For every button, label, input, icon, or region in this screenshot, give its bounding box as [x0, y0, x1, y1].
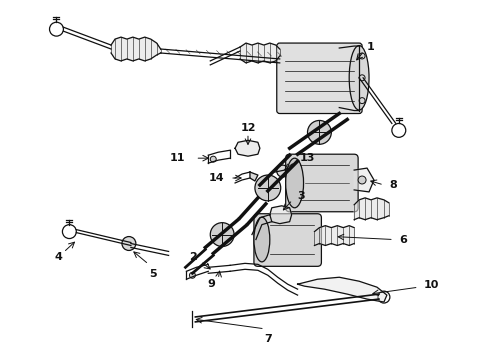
Circle shape — [277, 165, 289, 177]
Text: 4: 4 — [54, 252, 62, 262]
Polygon shape — [235, 140, 260, 156]
Polygon shape — [354, 168, 374, 192]
Text: 3: 3 — [297, 191, 305, 201]
Text: 8: 8 — [389, 180, 396, 190]
Ellipse shape — [254, 217, 270, 262]
Text: 6: 6 — [399, 234, 407, 244]
Text: 12: 12 — [240, 123, 256, 134]
FancyBboxPatch shape — [286, 154, 358, 212]
Polygon shape — [297, 277, 387, 302]
Polygon shape — [240, 43, 280, 63]
Polygon shape — [111, 37, 161, 61]
Circle shape — [190, 272, 196, 278]
Text: 1: 1 — [367, 42, 375, 52]
Text: 9: 9 — [207, 279, 215, 289]
Text: 2: 2 — [189, 252, 196, 262]
Circle shape — [210, 156, 216, 162]
Ellipse shape — [349, 46, 369, 110]
Circle shape — [392, 123, 406, 137]
Polygon shape — [250, 172, 258, 181]
Circle shape — [122, 237, 136, 251]
Text: 5: 5 — [149, 269, 156, 279]
Polygon shape — [270, 206, 292, 224]
Circle shape — [358, 176, 366, 184]
Text: 11: 11 — [170, 153, 185, 163]
FancyBboxPatch shape — [277, 43, 362, 113]
Text: 14: 14 — [209, 173, 224, 183]
Polygon shape — [354, 198, 389, 220]
Circle shape — [308, 121, 331, 144]
Text: 13: 13 — [299, 153, 315, 163]
FancyBboxPatch shape — [254, 214, 321, 266]
Text: 7: 7 — [264, 334, 271, 344]
Ellipse shape — [286, 158, 303, 208]
Text: 10: 10 — [424, 280, 439, 290]
Circle shape — [62, 225, 76, 239]
Circle shape — [255, 175, 281, 201]
Circle shape — [49, 22, 63, 36]
Polygon shape — [315, 226, 354, 246]
Circle shape — [210, 223, 234, 247]
